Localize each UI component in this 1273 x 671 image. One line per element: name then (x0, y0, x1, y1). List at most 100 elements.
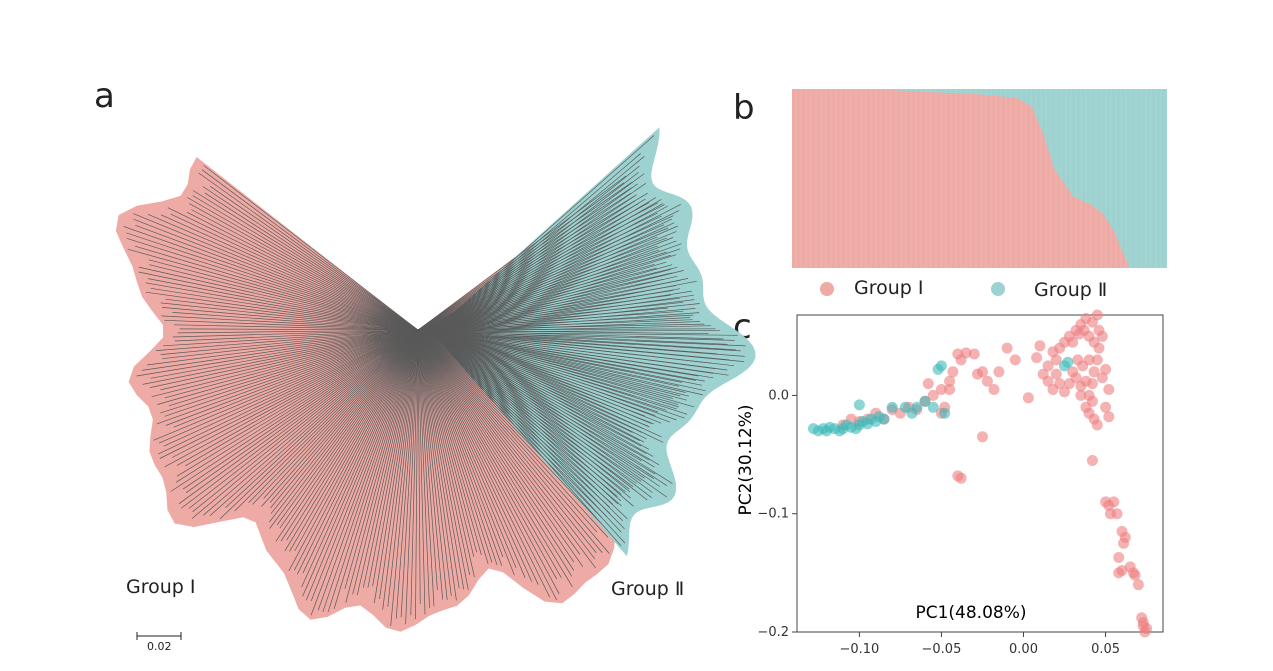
pca-point-group1 (1129, 569, 1141, 581)
tree-branch (431, 248, 681, 333)
pca-point-group1 (1113, 552, 1125, 563)
tree-branch (431, 331, 703, 386)
pca-point-group1 (1047, 384, 1059, 395)
tree-branch (431, 331, 624, 522)
tree-branch (431, 331, 660, 487)
tree-branch (352, 329, 419, 595)
tree-branch (431, 331, 619, 505)
tree-branch (431, 317, 691, 333)
legend-group1-label: Group Ⅰ (854, 277, 924, 299)
tree-branch (417, 329, 478, 553)
tree-branch (135, 224, 419, 331)
tree-branch (367, 329, 419, 588)
pca-point-group2 (939, 407, 951, 419)
tree-branch (176, 329, 419, 466)
tree-branch (168, 329, 419, 407)
tree-branch (179, 328, 419, 331)
pca-point-group1 (1088, 366, 1100, 378)
tree-branch (431, 199, 662, 333)
tree-branch (431, 135, 655, 333)
tree-branch (417, 329, 489, 565)
tree-branch (163, 329, 419, 447)
tree-branch (261, 329, 419, 507)
pca-x-tick-label: 0.05 (1091, 642, 1120, 657)
tree-branch (373, 329, 419, 604)
pca-point-group1 (1042, 360, 1054, 372)
pca-point-group1 (1083, 354, 1095, 366)
tree-branch (417, 329, 460, 589)
tree-branch (431, 210, 680, 333)
tree-branch (156, 329, 419, 425)
pca-point-group1 (1050, 354, 1062, 366)
tree-branch (431, 280, 697, 333)
tree-branch (177, 329, 419, 334)
tree-branch (417, 329, 558, 580)
pca-point-group1 (981, 375, 993, 387)
tree-branch (146, 329, 419, 366)
tree-branch (431, 303, 700, 333)
tree-branch (431, 331, 662, 438)
tree-branch (161, 307, 419, 331)
tree-branch (417, 329, 444, 600)
legend-group1-marker (820, 282, 834, 296)
pca-point-group1 (977, 431, 988, 443)
pca-point-group1 (1108, 496, 1120, 508)
tree-branch (417, 329, 438, 591)
tree-branch (158, 329, 419, 444)
tree-branch (417, 192, 632, 331)
tree-branch (431, 331, 626, 544)
tree-branch (302, 329, 419, 597)
tree-branch (161, 315, 419, 331)
tree-group1-label: Group Ⅰ (126, 576, 196, 598)
tree-branch (417, 329, 539, 585)
tree-branch (417, 329, 435, 607)
tree-branch (431, 312, 700, 333)
tree-branch (417, 329, 560, 595)
tree-branch (431, 173, 645, 333)
tree-branch (175, 329, 419, 483)
tree-branch (431, 331, 625, 530)
tree-branch (201, 169, 419, 331)
pca-point-group2 (853, 399, 865, 411)
tree-branch (293, 329, 419, 571)
pca-point-group1 (988, 384, 1000, 395)
tree-branch (192, 329, 419, 513)
pca-plot-frame (796, 314, 1164, 633)
tree-branch (431, 290, 692, 333)
tree-branch (431, 331, 735, 341)
tree-branch (210, 186, 419, 331)
tree-branch (188, 329, 419, 509)
tree-branch (431, 225, 678, 333)
tree-branch (431, 331, 671, 423)
tree-branch (126, 238, 419, 331)
tree-branch (431, 218, 673, 333)
pca-x-tick-label: 0.00 (1009, 642, 1038, 657)
tree-branch (417, 329, 603, 553)
tree-branch (150, 287, 419, 331)
tree-branch (417, 329, 610, 554)
tree-branch (185, 329, 419, 467)
tree-branch (431, 331, 668, 498)
tree-branch (234, 329, 419, 512)
tree-branch (431, 331, 655, 468)
tree-branch (431, 275, 678, 333)
tree-branch (417, 329, 533, 582)
tree-branch (431, 331, 622, 547)
tree-branch (417, 329, 596, 560)
pca-y-tick-label: 0.0 (768, 388, 789, 403)
pca-point-group2 (911, 401, 923, 413)
pca-point-group1 (1086, 455, 1098, 466)
tree-branch (126, 232, 419, 331)
pca-point-group1 (944, 384, 956, 395)
pca-point-group1 (968, 348, 980, 360)
tree-branch (363, 329, 419, 588)
tree-branch (310, 329, 419, 616)
tree-branch (209, 329, 419, 517)
tree-branch (185, 329, 419, 493)
tree-branch (158, 329, 419, 455)
tree-branch (431, 299, 695, 333)
tree-branch (417, 329, 603, 519)
tree-branch (431, 331, 645, 443)
structure-plot (792, 89, 1167, 268)
